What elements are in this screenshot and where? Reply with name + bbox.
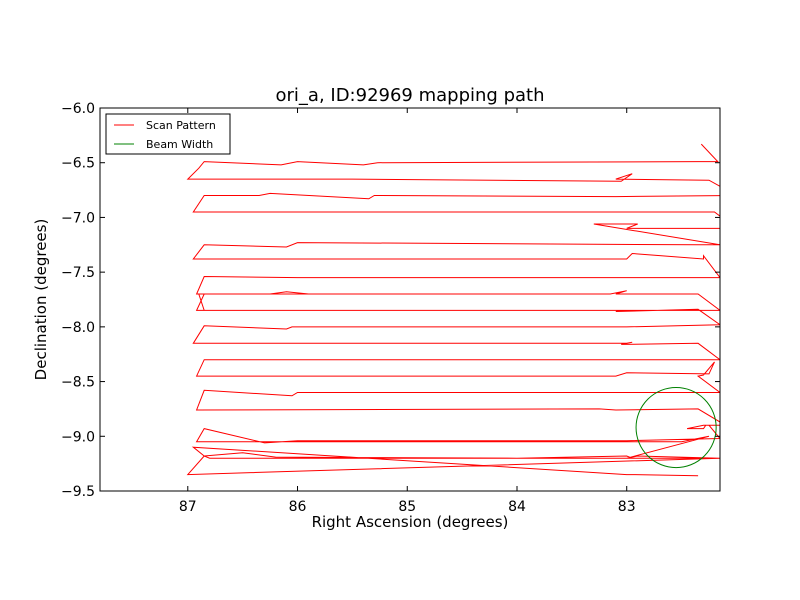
legend-label-beam-width: Beam Width bbox=[146, 138, 213, 151]
x-tick-label: 85 bbox=[398, 499, 416, 515]
x-tick-label: 84 bbox=[508, 499, 526, 515]
y-tick-label: −9.0 bbox=[61, 429, 95, 445]
x-tick-label: 87 bbox=[179, 499, 197, 515]
y-tick-label: −7.5 bbox=[61, 265, 95, 281]
plot-frame bbox=[99, 107, 721, 492]
plot-background bbox=[100, 108, 720, 491]
x-tick-label: 86 bbox=[289, 499, 307, 515]
y-tick-label: −8.5 bbox=[61, 375, 95, 391]
y-tick-label: −8.0 bbox=[61, 320, 95, 336]
series-layer bbox=[186, 143, 720, 477]
legend-box bbox=[105, 113, 231, 155]
chart-title: ori_a, ID:92969 mapping path bbox=[276, 85, 545, 106]
y-tick-label: −9.5 bbox=[61, 484, 95, 500]
beam-width-circle bbox=[635, 386, 717, 469]
scan-pattern-line bbox=[186, 143, 720, 477]
y-tick-label: −6.0 bbox=[61, 101, 95, 117]
x-tick-label: 83 bbox=[618, 499, 636, 515]
x-axis-label: Right Ascension (degrees) bbox=[312, 513, 509, 531]
legend: Scan Pattern Beam Width bbox=[105, 113, 231, 155]
y-axis-label: Declination (degrees) bbox=[32, 219, 50, 381]
plot-area: 87 86 85 84 83 −6.0 −6.5 −7.0 −7.5 −8.0 −8.5 −9.0 −9… bbox=[61, 101, 721, 515]
tick-layer: 87 86 85 84 83 −6.0 −6.5 −7.0 −7.5 −8.0 −8.5 −9.0 −9… bbox=[61, 101, 720, 515]
y-tick-label: −6.5 bbox=[61, 156, 95, 172]
legend-label-scan-pattern: Scan Pattern bbox=[146, 119, 216, 132]
y-tick-label: −7.0 bbox=[61, 210, 95, 226]
